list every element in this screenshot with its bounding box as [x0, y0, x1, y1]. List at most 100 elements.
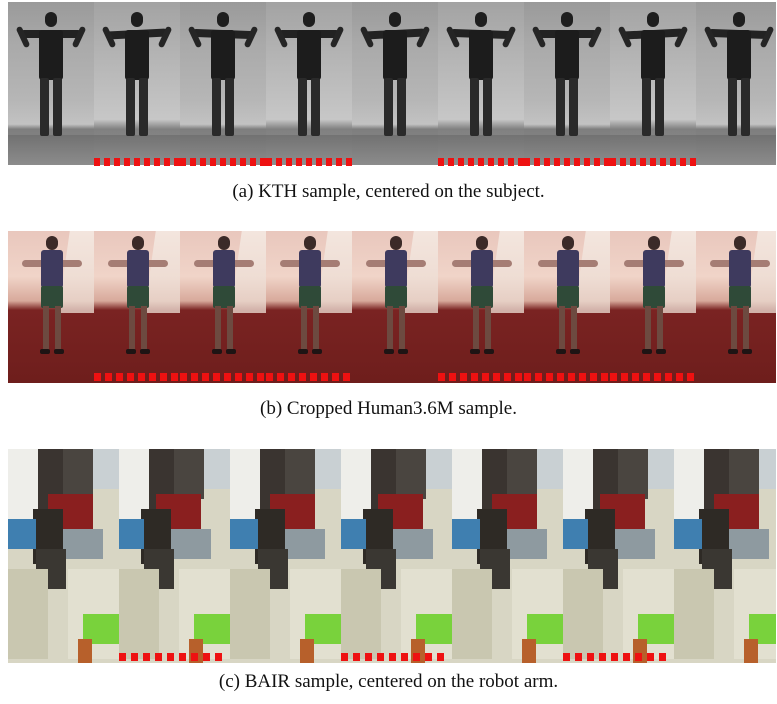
shorts	[729, 286, 751, 308]
kth-frame	[266, 2, 352, 165]
frame-marker-dash	[220, 158, 226, 166]
head	[475, 12, 487, 27]
head	[562, 236, 574, 250]
pixel-block	[300, 639, 314, 663]
shorts	[41, 286, 63, 308]
pixel-block	[615, 529, 655, 559]
head	[733, 12, 745, 27]
head	[217, 12, 229, 27]
right-leg	[741, 78, 750, 136]
person	[280, 236, 340, 356]
caption-h36m: (b) Cropped Human3.6M sample.	[260, 398, 517, 419]
frame-marker-dash	[116, 373, 123, 381]
frame-marker-dash	[448, 158, 454, 166]
frame-marker-dash	[611, 653, 618, 661]
frame-marker-dash	[659, 653, 666, 661]
pixel-block	[341, 519, 366, 549]
frame-marker-dash	[630, 158, 636, 166]
person	[538, 236, 598, 356]
frame-marker-dash	[524, 373, 531, 381]
pixel-block	[285, 449, 315, 499]
torso	[383, 30, 407, 80]
left-leg	[43, 306, 49, 352]
bair-frame	[341, 449, 452, 663]
frame-marker-dash	[584, 158, 590, 166]
left-foot	[384, 349, 394, 354]
h36m-frame-strip	[8, 231, 776, 383]
frame-marker-dash	[286, 158, 292, 166]
frame-marker-dash	[316, 158, 322, 166]
torso	[643, 250, 665, 288]
shorts	[471, 286, 493, 308]
head	[389, 12, 401, 27]
left-foot	[556, 349, 566, 354]
frame-marker-dash	[124, 158, 130, 166]
frame-marker-dash	[341, 653, 348, 661]
person	[710, 236, 770, 356]
frame-marker-dash	[310, 373, 317, 381]
head	[303, 12, 315, 27]
frame-marker-dash	[143, 653, 150, 661]
torso	[211, 30, 235, 80]
bair-frame	[452, 449, 563, 663]
frame-marker-dash	[594, 158, 600, 166]
h36m-frame	[266, 231, 352, 383]
frame-marker-dash	[515, 373, 522, 381]
shorts	[643, 286, 665, 308]
left-foot	[126, 349, 136, 354]
person-silhouette	[531, 12, 603, 142]
head	[46, 236, 58, 250]
frame-marker-dash	[160, 373, 167, 381]
frame-marker-dash	[134, 158, 140, 166]
pixel-block	[8, 569, 48, 659]
right-leg	[139, 78, 148, 136]
right-foot	[140, 349, 150, 354]
frame-marker-dash	[200, 158, 206, 166]
h36m-frame	[180, 231, 266, 383]
frame-marker-dash	[389, 653, 396, 661]
frame-marker-dash	[498, 158, 504, 166]
right-leg	[55, 306, 61, 352]
h36m-frame	[8, 231, 94, 383]
torso	[213, 250, 235, 288]
right-leg	[483, 78, 492, 136]
frame-marker-dash	[266, 158, 272, 166]
pixel-block	[174, 449, 204, 499]
head	[476, 236, 488, 250]
shorts	[299, 286, 321, 308]
left-leg	[126, 78, 135, 136]
frame-marker-dash	[346, 158, 352, 166]
right-leg	[397, 78, 406, 136]
right-foot	[570, 349, 580, 354]
frame-marker-dash	[240, 158, 246, 166]
frame-marker-dash	[554, 158, 560, 166]
pixel-block	[315, 449, 341, 489]
left-leg	[731, 306, 737, 352]
pixel-block	[674, 519, 702, 549]
left-leg	[212, 78, 221, 136]
frame-marker-dash	[504, 373, 511, 381]
frame-marker-dash	[203, 653, 210, 661]
pixel-block	[522, 639, 536, 663]
frame-marker-dash	[250, 158, 256, 166]
frame-marker-dash	[610, 373, 617, 381]
frame-marker-dash	[230, 158, 236, 166]
frame-marker-dash	[604, 158, 610, 166]
frame-marker-dash	[482, 373, 489, 381]
frame-marker-dash	[647, 653, 654, 661]
torso	[299, 250, 321, 288]
frame-marker-dash	[171, 373, 178, 381]
frame-marker-dash	[478, 158, 484, 166]
pixel-block	[729, 449, 759, 499]
right-foot	[54, 349, 64, 354]
right-leg	[743, 306, 749, 352]
left-leg	[387, 306, 393, 352]
frame-marker-dash	[557, 373, 564, 381]
right-foot	[312, 349, 322, 354]
bair-frame	[674, 449, 776, 663]
pixel-block	[285, 529, 325, 559]
frame-marker-dash	[127, 373, 134, 381]
frame-marker-dash	[643, 373, 650, 381]
frame-marker-dash	[524, 158, 530, 166]
frame-marker-dash	[425, 653, 432, 661]
